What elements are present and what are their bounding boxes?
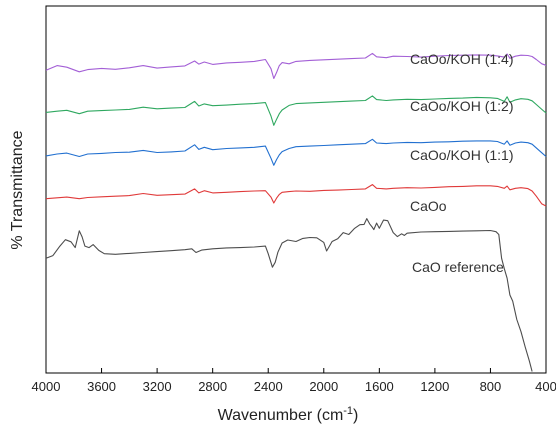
x-axis-title-superscript: -1 xyxy=(343,405,353,417)
series-layer xyxy=(45,52,547,372)
series-label: CaOo xyxy=(410,198,447,214)
x-tick-label: 3200 xyxy=(143,379,172,394)
x-tick-label: 1600 xyxy=(365,379,394,394)
plot-frame xyxy=(45,5,547,374)
series-label: CaO reference xyxy=(412,259,504,275)
x-tick-label: 4000 xyxy=(32,379,61,394)
series-line xyxy=(45,218,533,372)
series-line xyxy=(45,52,547,80)
x-ticks: 4000 3600 3200 2800 2400 2000 1600 1200 800 400 xyxy=(32,368,556,394)
series-label: CaOo/KOH (1:1) xyxy=(410,147,513,163)
series-line xyxy=(45,95,547,126)
x-tick-label: 2800 xyxy=(198,379,227,394)
x-tick-label: 1200 xyxy=(420,379,449,394)
series-line xyxy=(45,138,547,166)
series-label: CaOo/KOH (1:2) xyxy=(410,98,513,114)
x-tick-label: 2400 xyxy=(254,379,283,394)
x-axis-title: Wavenumber (cm-1) xyxy=(218,405,359,424)
x-tick-label: 3600 xyxy=(87,379,116,394)
series-labels: CaOo/KOH (1:4) CaOo/KOH (1:2) CaOo/KOH (1:… xyxy=(410,51,513,275)
x-tick-label: 400 xyxy=(535,379,556,394)
x-tick-label: 800 xyxy=(480,379,502,394)
series-label: CaOo/KOH (1:4) xyxy=(410,51,513,67)
series-line xyxy=(45,184,547,207)
y-axis-title: % Transmittance xyxy=(9,130,26,249)
x-tick-label: 2000 xyxy=(309,379,338,394)
